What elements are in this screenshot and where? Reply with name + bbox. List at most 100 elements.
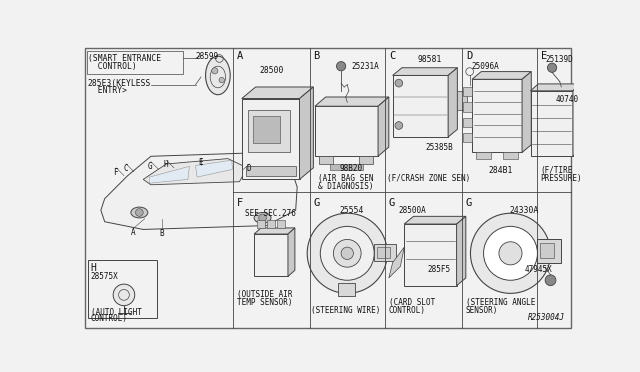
- Circle shape: [113, 284, 135, 306]
- Bar: [463, 102, 472, 112]
- Text: PRESSURE): PRESSURE): [541, 174, 582, 183]
- Text: B: B: [314, 51, 319, 61]
- Circle shape: [547, 63, 557, 73]
- Bar: [374, 244, 396, 261]
- Text: H: H: [163, 160, 168, 169]
- Text: TEMP SENSOR): TEMP SENSOR): [237, 298, 292, 307]
- Polygon shape: [196, 160, 232, 177]
- Bar: [463, 118, 472, 127]
- Text: 28599: 28599: [196, 52, 219, 61]
- Circle shape: [484, 226, 538, 280]
- Text: E: E: [198, 158, 202, 167]
- Text: (F/CRASH ZONE SEN): (F/CRASH ZONE SEN): [387, 174, 470, 183]
- Polygon shape: [448, 68, 458, 137]
- Text: 25231A: 25231A: [351, 62, 379, 71]
- Text: 40740: 40740: [555, 95, 579, 104]
- Bar: [315, 106, 378, 156]
- Text: 25554: 25554: [340, 206, 364, 215]
- Circle shape: [545, 275, 556, 286]
- Bar: [254, 234, 288, 276]
- Ellipse shape: [254, 212, 271, 223]
- Text: 98B20: 98B20: [340, 164, 363, 173]
- Bar: [376, 247, 390, 258]
- Text: SENSOR): SENSOR): [466, 306, 498, 315]
- Polygon shape: [472, 71, 531, 79]
- Bar: [580, 99, 587, 111]
- Text: (STEERING WIRE): (STEERING WIRE): [311, 306, 380, 315]
- Bar: [476, 153, 492, 158]
- Bar: [248, 110, 291, 153]
- Polygon shape: [378, 97, 389, 156]
- Text: G: G: [389, 198, 395, 208]
- Text: A: A: [237, 51, 243, 61]
- Text: CONTROL): CONTROL): [91, 314, 128, 323]
- Polygon shape: [101, 153, 297, 230]
- Text: F: F: [237, 198, 243, 208]
- Text: 285E3(KEYLESS: 285E3(KEYLESS: [88, 78, 151, 87]
- Circle shape: [212, 68, 218, 74]
- Ellipse shape: [131, 207, 148, 218]
- Circle shape: [136, 209, 143, 217]
- Text: H: H: [91, 263, 97, 273]
- Text: 98581: 98581: [417, 55, 442, 64]
- Text: G: G: [148, 162, 152, 171]
- Circle shape: [333, 240, 361, 267]
- Circle shape: [395, 122, 403, 129]
- Text: CONTROL): CONTROL): [389, 306, 426, 315]
- Bar: [88, 260, 157, 318]
- Bar: [540, 243, 554, 258]
- Bar: [503, 153, 518, 158]
- Text: 284B1: 284B1: [488, 166, 513, 175]
- Polygon shape: [254, 228, 295, 234]
- Text: G: G: [314, 198, 319, 208]
- Text: (STEERING ANGLE: (STEERING ANGLE: [466, 298, 535, 307]
- Text: E: E: [541, 51, 547, 61]
- Bar: [393, 76, 448, 137]
- Text: A: A: [131, 228, 136, 237]
- Bar: [531, 91, 573, 156]
- Text: G: G: [466, 198, 472, 208]
- Polygon shape: [288, 228, 295, 276]
- Bar: [458, 91, 467, 110]
- Polygon shape: [573, 84, 580, 156]
- Circle shape: [470, 213, 550, 294]
- Text: 25096A: 25096A: [471, 62, 499, 71]
- Circle shape: [395, 79, 403, 87]
- Bar: [472, 79, 522, 153]
- Bar: [338, 283, 355, 296]
- Text: 28500A: 28500A: [399, 206, 427, 215]
- Ellipse shape: [205, 56, 230, 95]
- Bar: [463, 87, 472, 96]
- Text: 285F5: 285F5: [428, 265, 451, 274]
- Polygon shape: [149, 166, 189, 183]
- Circle shape: [320, 226, 374, 280]
- Bar: [580, 135, 587, 148]
- Polygon shape: [522, 71, 531, 153]
- Text: F: F: [113, 168, 118, 177]
- Text: ENTRY>: ENTRY>: [88, 86, 127, 95]
- Bar: [242, 99, 300, 179]
- Polygon shape: [242, 87, 314, 99]
- Text: C: C: [123, 164, 128, 173]
- Text: 47945X: 47945X: [524, 265, 552, 274]
- Text: (AUTO LIGHT: (AUTO LIGHT: [91, 308, 141, 317]
- Circle shape: [341, 247, 353, 260]
- Text: D: D: [466, 51, 472, 61]
- Bar: [87, 51, 183, 74]
- Bar: [359, 156, 372, 164]
- Bar: [246, 166, 296, 176]
- Text: R253004J: R253004J: [528, 313, 565, 322]
- Bar: [580, 117, 587, 129]
- Bar: [257, 220, 265, 228]
- Bar: [277, 220, 285, 228]
- Text: CONTROL): CONTROL): [88, 62, 136, 71]
- Text: C: C: [389, 51, 395, 61]
- Text: SEE SEC.276: SEE SEC.276: [245, 209, 296, 218]
- Polygon shape: [393, 68, 458, 76]
- Text: (OUTSIDE AIR: (OUTSIDE AIR: [237, 290, 292, 299]
- Bar: [253, 116, 280, 143]
- Text: (SMART ENTRANCE: (SMART ENTRANCE: [88, 54, 161, 63]
- Text: 25385B: 25385B: [425, 143, 452, 152]
- Polygon shape: [300, 87, 314, 179]
- Circle shape: [499, 242, 522, 265]
